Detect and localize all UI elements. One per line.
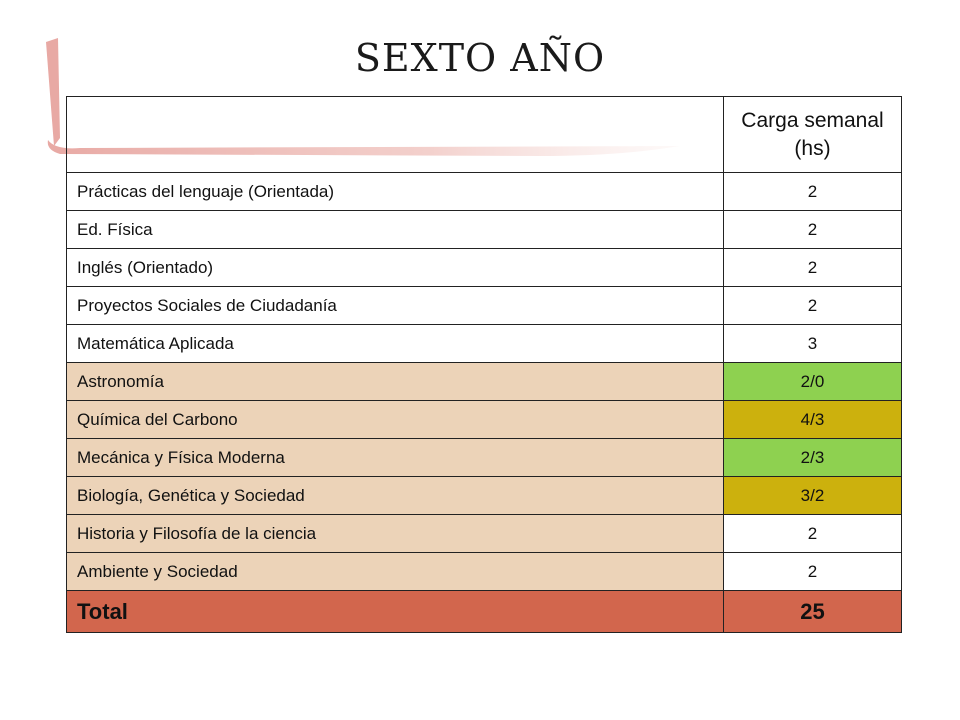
- hours-cell: 2: [723, 514, 902, 553]
- table-row: Biología, Genética y Sociedad 3/2: [66, 476, 902, 515]
- hours-cell: 4/3: [723, 400, 902, 439]
- schedule-table: Carga semanal (hs) Prácticas del lenguaj…: [66, 96, 902, 633]
- hours-cell: 2/0: [723, 362, 902, 401]
- table-row: Astronomía 2/0: [66, 362, 902, 401]
- total-label: Total: [66, 590, 724, 633]
- hours-cell: 2: [723, 172, 902, 211]
- subject-column-header: [66, 96, 724, 173]
- table-row: Ambiente y Sociedad 2: [66, 552, 902, 591]
- table-row: Inglés (Orientado) 2: [66, 248, 902, 287]
- subject-cell: Química del Carbono: [66, 400, 724, 439]
- subject-cell: Inglés (Orientado): [66, 248, 724, 287]
- hours-cell: 2: [723, 248, 902, 287]
- subject-cell: Ambiente y Sociedad: [66, 552, 724, 591]
- hours-cell: 2: [723, 286, 902, 325]
- table-row: Ed. Física 2: [66, 210, 902, 249]
- table-row: Química del Carbono 4/3: [66, 400, 902, 439]
- table-row: Historia y Filosofía de la ciencia 2: [66, 514, 902, 553]
- subject-cell: Historia y Filosofía de la ciencia: [66, 514, 724, 553]
- hours-cell: 3: [723, 324, 902, 363]
- page-title: SEXTO AÑO: [354, 36, 606, 80]
- subject-cell: Ed. Física: [66, 210, 724, 249]
- table-row: Proyectos Sociales de Ciudadanía 2: [66, 286, 902, 325]
- total-row: Total 25: [66, 590, 902, 633]
- table-row: Prácticas del lenguaje (Orientada) 2: [66, 172, 902, 211]
- subject-cell: Prácticas del lenguaje (Orientada): [66, 172, 724, 211]
- total-hours: 25: [723, 590, 902, 633]
- table-row: Mecánica y Física Moderna 2/3: [66, 438, 902, 477]
- subject-cell: Mecánica y Física Moderna: [66, 438, 724, 477]
- subject-cell: Biología, Genética y Sociedad: [66, 476, 724, 515]
- hours-column-header: Carga semanal (hs): [723, 96, 902, 173]
- hours-cell: 2: [723, 210, 902, 249]
- subject-cell: Matemática Aplicada: [66, 324, 724, 363]
- subject-cell: Proyectos Sociales de Ciudadanía: [66, 286, 724, 325]
- table-header-row: Carga semanal (hs): [66, 96, 902, 173]
- hours-cell: 3/2: [723, 476, 902, 515]
- table-row: Matemática Aplicada 3: [66, 324, 902, 363]
- subject-cell: Astronomía: [66, 362, 724, 401]
- hours-cell: 2/3: [723, 438, 902, 477]
- hours-cell: 2: [723, 552, 902, 591]
